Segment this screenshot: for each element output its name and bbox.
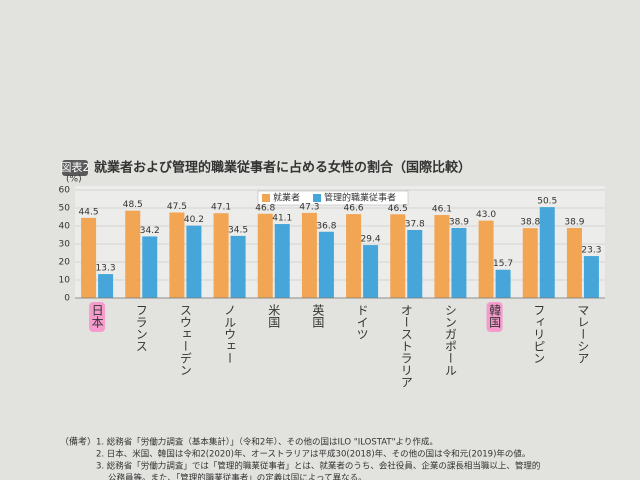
figure-label: 図表2 (61, 160, 90, 174)
bar (301, 212, 317, 298)
note: 2. 日本、米国、韓国は令和2(2020)年、オーストラリアは平成30(2018… (96, 449, 530, 460)
value-label: 23.3 (581, 246, 601, 256)
bar (363, 245, 379, 298)
value-label: 15.7 (493, 259, 513, 269)
bar (186, 225, 202, 298)
notes-label: （備考） (60, 436, 96, 448)
y-tick-label: 20 (59, 258, 71, 268)
y-tick-label: 50 (59, 204, 71, 214)
bar (566, 227, 582, 298)
legend-swatch (262, 194, 270, 202)
bar (142, 236, 158, 298)
value-label: 46.6 (344, 204, 364, 214)
bar (257, 213, 273, 298)
bar (495, 269, 511, 298)
bar (407, 229, 423, 298)
legend-label: 就業者 (273, 192, 300, 204)
x-tick-label: フランス (134, 304, 148, 352)
bar (169, 212, 185, 298)
x-tick-label: ドイツ (355, 304, 369, 340)
chart-title: 就業者および管理的職業従事者に占める女性の割合（国際比較） (94, 160, 471, 176)
legend-label: 管理的職業従事者 (324, 192, 396, 204)
y-tick-label: 30 (59, 240, 71, 250)
y-unit: (%) (66, 175, 82, 185)
y-tick-label: 60 (59, 186, 71, 196)
category-highlight (89, 302, 106, 332)
category-highlight (486, 302, 503, 332)
value-label: 38.8 (520, 218, 540, 228)
x-tick-label: 韓国 (488, 304, 502, 328)
x-tick-label: 英国 (311, 304, 325, 328)
bar (478, 220, 494, 298)
x-tick-label: 米国 (267, 304, 281, 328)
value-label: 43.0 (476, 210, 496, 220)
bar (434, 215, 450, 298)
value-label: 40.2 (184, 215, 204, 225)
x-tick-label: シンガポール (443, 304, 457, 376)
value-label: 41.1 (272, 214, 292, 224)
bar (125, 210, 141, 298)
value-label: 46.1 (432, 205, 452, 215)
y-tick-label: 10 (59, 276, 71, 286)
bar (522, 228, 538, 298)
value-label: 48.5 (123, 200, 143, 210)
bar (583, 256, 599, 298)
bar (230, 235, 246, 298)
x-tick-label: ノルウェー (223, 304, 237, 364)
bar (98, 274, 114, 298)
value-label: 36.8 (316, 221, 336, 231)
value-label: 34.5 (228, 225, 248, 235)
y-tick-label: 0 (64, 294, 70, 304)
bar (81, 217, 97, 298)
bar (451, 227, 467, 298)
value-label: 47.3 (299, 202, 319, 212)
value-label: 37.8 (405, 219, 425, 229)
bar (274, 224, 290, 298)
x-tick-label: オーストラリア (399, 304, 413, 388)
value-label: 46.8 (255, 203, 275, 213)
note: 1. 総務省「労働力調査（基本集計）」（令和2年）、その他の国はILO "ILO… (96, 437, 438, 448)
bar (346, 214, 362, 298)
value-label: 34.2 (140, 226, 160, 236)
note: 3. 総務省「労働力調査」では「管理的職業従事者」とは、就業者のうち、会社役員、… (96, 461, 540, 472)
value-label: 13.3 (96, 264, 116, 274)
value-label: 47.1 (211, 203, 231, 213)
value-label: 29.4 (361, 235, 381, 245)
bar (539, 207, 555, 298)
value-label: 38.9 (449, 217, 469, 227)
bar (390, 214, 406, 298)
x-tick-label: フィリピン (532, 304, 546, 364)
value-label: 38.9 (564, 217, 584, 227)
value-label: 44.5 (79, 207, 99, 217)
value-label: 50.5 (537, 197, 557, 207)
legend-box (257, 190, 409, 206)
bar (318, 231, 334, 298)
value-label: 46.5 (388, 204, 408, 214)
figure-label-box (62, 160, 88, 176)
note: 公務員等。また、「管理的職業従事者」の定義は国によって異なる。 (108, 473, 367, 480)
y-tick-label: 40 (59, 222, 71, 232)
bar (213, 213, 229, 298)
x-tick-label: スウェーデン (178, 304, 192, 376)
x-tick-label: マレーシア (576, 304, 590, 364)
legend-swatch (313, 194, 322, 202)
value-label: 47.5 (167, 202, 187, 212)
x-tick-label: 日本 (90, 304, 104, 329)
